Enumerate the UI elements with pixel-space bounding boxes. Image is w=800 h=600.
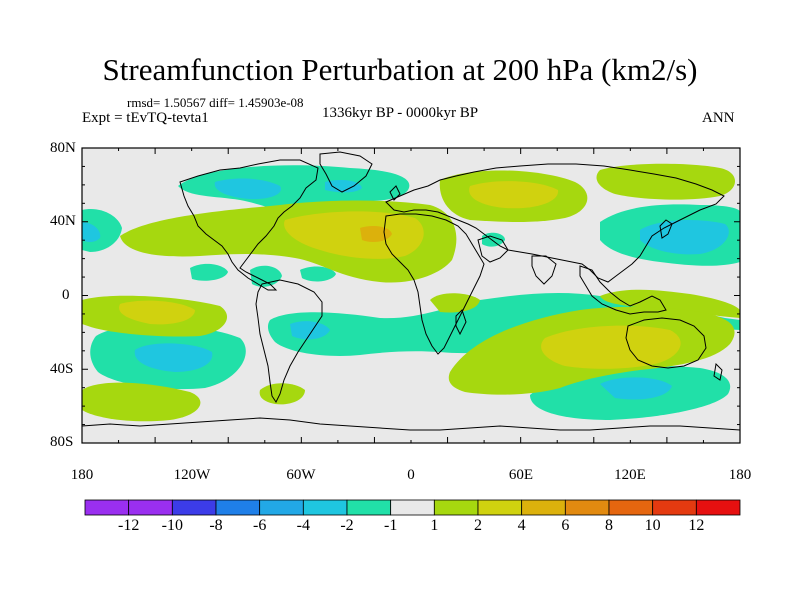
colorbar-box [259,499,304,516]
neg-core-southern-pacific [134,343,213,372]
coast-africa [383,213,485,355]
positive-anomalies [82,163,740,422]
x-label-120e: 120E [614,467,646,483]
colorbar-box [390,499,435,516]
y-label-80n: 80N [50,140,76,156]
colorbar-label: 2 [474,517,482,534]
colorbar-box [302,499,348,516]
stats-line: rmsd= 1.50567 diff= 1.45903e-08 [127,95,304,110]
y-label-40s: 40S [50,361,74,377]
colorbar-box [128,499,173,516]
neg-core-greenland [325,180,362,193]
colorbar-box [521,499,566,516]
period-label: 1336kyr BP - 0000kyr BP [322,105,479,121]
coast-greenland [319,151,373,193]
colorbar-label: -2 [340,517,354,534]
neg-core-south-atlantic [290,321,330,340]
colorbar-label: 12 [688,517,705,534]
coast-south-america [255,279,323,403]
colorbar-box [608,499,654,516]
coastlines [82,151,740,431]
pos-region-tropical-indo-pacific [600,289,740,318]
colorbar-label: 10 [644,517,661,534]
colorbar-label: -4 [296,517,310,534]
coast-japan [659,219,673,239]
field-layer [82,148,740,443]
x-label-0: 0 [407,467,415,483]
colorbar-box [564,499,610,516]
colorbar-box [652,499,697,516]
pos-region-north-africa [284,211,424,259]
coast-madagascar [455,309,467,336]
colorbar-label: 8 [605,517,613,534]
coast-arabia [477,235,509,263]
colorbar-label: -10 [161,517,183,534]
colorbar-box [346,499,392,516]
experiment-label: Expt = tEvTQ-tevta1 [82,110,209,126]
coast-new-zealand [713,362,723,381]
colorbar-label: -6 [252,517,267,534]
coast-uk [389,185,401,201]
neg-core-pacific-edge [82,222,101,242]
coast-europe-asia [385,163,725,283]
coast-india [531,255,557,285]
pos-region-south-atlantic-east [430,293,480,313]
colorbar-box [171,499,217,516]
colorbar-box [433,499,479,516]
y-label-80s: 80S [50,434,74,450]
season-label: ANN [702,110,735,126]
x-label-60e: 60E [508,467,534,483]
neg-core-southern-indian [600,377,672,400]
y-label-40n: 40N [50,213,76,229]
x-label-60w: 60W [286,467,316,483]
pos-core-east-pacific [119,300,195,325]
coast-southeast-asia [579,265,667,315]
colorbar-label: -12 [117,517,140,534]
colorbar [84,499,741,516]
colorbar-box [477,499,523,516]
pos-region-pacific-north [596,163,735,200]
colorbar-label: 4 [517,517,526,534]
colorbar-label: -8 [209,517,223,534]
x-label-180w: 180 [70,467,94,483]
colorbar-label: -1 [383,517,398,534]
coast-antarctica [82,417,740,431]
axis-ticks [81,147,741,444]
x-label-120w: 120W [173,467,211,483]
colorbar-box [215,499,261,516]
pos-core-south-indian [541,325,681,369]
neg-region-mid-pacific [190,263,228,281]
colorbar-box [695,499,741,516]
neg-core-north-america [214,178,281,200]
coast-north-america [179,159,319,291]
colorbar-box [84,499,130,516]
map-title: Streamfunction Perturbation at 200 hPa (… [102,52,698,87]
colorbar-label: 1 [430,517,439,534]
y-label-eq: 0 [62,287,70,303]
colorbar-label: 6 [561,517,570,534]
pos-core-eurasia [469,181,559,209]
x-label-180e: 180 [728,467,752,483]
neg-region-caribbean [300,266,336,282]
coast-australia [625,317,707,369]
pos-region-southern-pacific-west [82,382,201,422]
